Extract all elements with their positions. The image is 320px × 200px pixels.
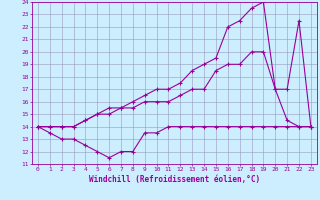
X-axis label: Windchill (Refroidissement éolien,°C): Windchill (Refroidissement éolien,°C) (89, 175, 260, 184)
